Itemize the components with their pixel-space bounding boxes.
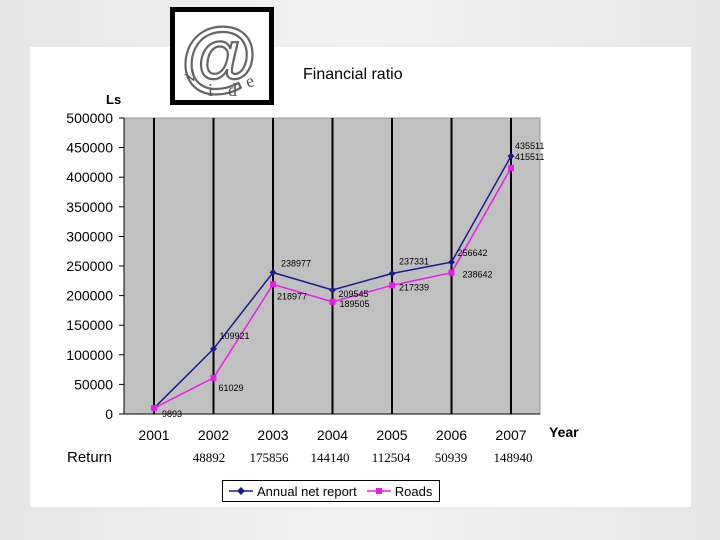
y-tick-label-250000: 250000 [66, 258, 113, 274]
legend-line-square-icon [366, 488, 391, 494]
legend-line-diamond-icon [229, 487, 253, 495]
data-label-s0-2002: 109921 [220, 331, 250, 341]
y-tick-label-200000: 200000 [66, 288, 113, 304]
x-axis-title: Year [549, 424, 579, 440]
y-tick-label-300000: 300000 [66, 228, 113, 244]
point-s1-2005 [389, 282, 395, 289]
x-tick-label-2002: 2002 [198, 427, 229, 443]
logo-letter-2: i [208, 80, 213, 100]
point-s1-2007 [508, 165, 514, 172]
legend-label-roads: Roads [394, 483, 433, 499]
x-tick-label-2005: 2005 [376, 427, 407, 443]
data-label-s0-2003: 238977 [281, 259, 311, 269]
logo-glyph: @ [181, 12, 257, 99]
data-label-s0-2006: 256642 [458, 248, 488, 258]
data-label-s0-2001: 9893 [162, 409, 182, 419]
y-tick-label-350000: 350000 [66, 199, 113, 215]
point-s1-2004 [329, 298, 336, 305]
point-s1-2001 [151, 405, 157, 412]
at-sign-logo-icon: @ V i d e [180, 12, 258, 100]
legend: Annual net report Roads [222, 480, 440, 502]
data-label-s1-2004: 189505 [340, 299, 370, 309]
y-tick-label-0: 0 [105, 406, 113, 422]
return-value-3: 144140 [310, 450, 350, 465]
data-label-s1-2002: 61029 [219, 383, 244, 393]
legend-item-roads: Roads [366, 483, 433, 499]
data-label-s0-2005: 237331 [399, 257, 429, 267]
point-s0-2006 [448, 258, 455, 266]
point-s0-2002 [210, 345, 217, 353]
data-label-s0-2007: 435511 [515, 141, 544, 151]
data-label-s1-2006: 238642 [463, 270, 493, 280]
y-tick-label-150000: 150000 [66, 317, 113, 333]
data-label-s0-2004: 209545 [339, 289, 369, 299]
data-label-s1-2003: 218977 [277, 291, 307, 301]
legend-item-annual: Annual net report [229, 484, 357, 499]
x-tick-label-2003: 2003 [257, 427, 288, 443]
y-tick-label-100000: 100000 [66, 347, 113, 363]
y-tick-label-50000: 50000 [74, 376, 113, 392]
point-s1-2006 [448, 269, 455, 276]
y-tick-label-450000: 450000 [66, 140, 113, 156]
x-tick-label-2001: 2001 [138, 427, 169, 443]
y-tick-label-400000: 400000 [66, 169, 113, 185]
data-label-s1-2007: 415511 [515, 152, 544, 162]
logo-letter-3: d [228, 80, 237, 100]
point-s0-2003 [269, 269, 277, 277]
x-tick-label-2007: 2007 [495, 427, 526, 443]
return-value-5: 50939 [434, 450, 468, 465]
point-s0-2005 [388, 270, 396, 278]
legend-label-annual: Annual net report [257, 483, 357, 499]
return-value-6: 148940 [493, 450, 533, 465]
point-s1-2002 [210, 374, 217, 381]
point-s0-2007 [507, 152, 515, 160]
return-value-4: 112504 [371, 450, 411, 465]
data-label-s1-2005: 217339 [399, 282, 429, 292]
x-tick-label-2004: 2004 [317, 427, 348, 443]
y-tick-label-500000: 500000 [66, 110, 113, 126]
return-value-2: 175856 [249, 450, 289, 465]
chart-title: Financial ratio [303, 66, 403, 83]
x-tick-label-2006: 2006 [436, 427, 467, 443]
logo: @ V i d e [170, 7, 274, 105]
returns-label: Return [67, 449, 113, 466]
point-s1-2003 [270, 281, 276, 288]
y-axis-title: Ls [106, 92, 121, 107]
point-s0-2004 [329, 286, 336, 294]
return-value-1: 48892 [192, 450, 226, 465]
